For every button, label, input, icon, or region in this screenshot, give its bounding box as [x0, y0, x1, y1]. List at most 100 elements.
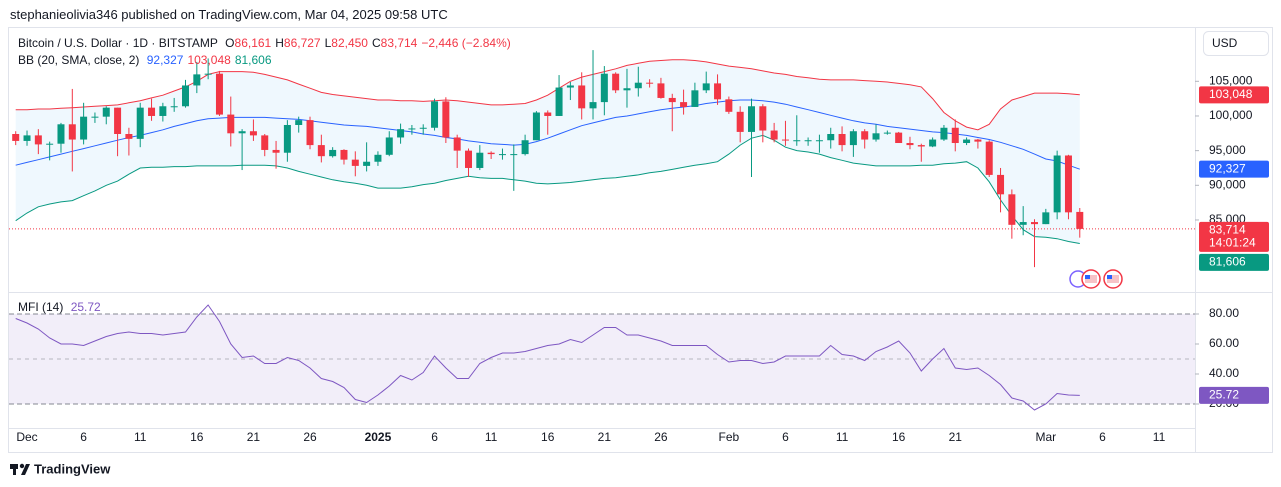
candle-body [589, 102, 597, 109]
candle-body [1019, 222, 1027, 225]
candle-body [917, 145, 925, 147]
currency-label[interactable]: USD [1212, 36, 1238, 50]
bb-value: 92,327 [146, 53, 184, 67]
candle-body [634, 82, 642, 89]
candle-body [566, 85, 574, 88]
ohlc-key: H [275, 36, 284, 50]
candle-body [317, 145, 325, 157]
candle-body [578, 85, 586, 109]
candle-body [329, 149, 337, 157]
candle-body [340, 149, 348, 160]
candle-body [555, 87, 563, 116]
mfi-line [15, 304, 1080, 411]
bb-value: 81,606 [234, 53, 272, 67]
symbol-legend: Bitcoin / U.S. Dollar · 1D · BITSTAMP O8… [18, 35, 515, 51]
candle-body [431, 101, 439, 128]
candle-body [974, 139, 982, 142]
candle-body [1053, 155, 1061, 213]
currency-button[interactable] [1203, 31, 1269, 56]
candle-body [691, 90, 699, 107]
ohlc-value: 82,450 [331, 36, 368, 50]
axis-tag-label: 14:01:24 [1209, 236, 1256, 250]
bb-line [15, 134, 1080, 244]
axis-tag: 25.72 [1199, 386, 1269, 404]
x-tick-label: 11 [134, 430, 147, 444]
candle-body [148, 107, 156, 116]
candle-body [510, 154, 518, 156]
candle-body [102, 107, 110, 117]
candle-body [272, 149, 280, 153]
ohlc-item: C83,714 [372, 36, 417, 50]
x-tick-label: Dec [16, 430, 37, 444]
axis-tag-box [1199, 221, 1269, 252]
candle-body [182, 85, 189, 107]
y-tick-label: 40.00 [1209, 366, 1239, 380]
candle-body [136, 107, 144, 139]
x-tick-label: 16 [892, 430, 906, 444]
brand-name: TradingView [34, 461, 111, 476]
candle-body [680, 102, 688, 107]
candle-body [657, 83, 665, 98]
x-tick-label: 11 [485, 430, 498, 444]
candle-body [623, 88, 631, 91]
candle-body [736, 111, 744, 132]
x-tick-label: 6 [431, 430, 438, 444]
candle-body [453, 137, 461, 151]
x-tick-label: 6 [1099, 430, 1106, 444]
candle-body [374, 154, 382, 162]
y-tick-label: 60.00 [1209, 336, 1239, 350]
price-change: −2,446 (−2.84%) [421, 36, 511, 50]
candle-body [748, 106, 755, 132]
candle-body [465, 150, 472, 168]
candle-body [498, 154, 506, 156]
candle-body [487, 152, 495, 155]
bb-title: BB (20, SMA, close, 2) [18, 53, 140, 67]
candle-body [295, 120, 303, 125]
axes: 85,00090,00095,000100,000105,00020.0040.… [16, 73, 1269, 444]
x-tick-label: 26 [654, 430, 668, 444]
candle-body [997, 174, 1005, 195]
candle-body [261, 135, 269, 150]
candle-body [906, 143, 914, 146]
candle-body [815, 140, 823, 142]
candle-body [408, 128, 416, 130]
candle-body [476, 152, 484, 168]
candle-body [668, 97, 676, 103]
candle-body [215, 73, 223, 115]
x-tick-label: Mar [1035, 430, 1056, 444]
x-tick-label: 21 [949, 430, 963, 444]
ohlc-item: L82,450 [325, 36, 368, 50]
candle-body [1064, 155, 1072, 213]
candle-body [249, 131, 257, 136]
candle-body [702, 83, 710, 91]
candle-body [646, 82, 654, 84]
candle-body [940, 127, 948, 140]
symbol-title: Bitcoin / U.S. Dollar · 1D · BITSTAMP [18, 36, 218, 50]
candle-body [204, 73, 212, 75]
candle-body [34, 135, 42, 145]
x-tick-label: 16 [541, 430, 555, 444]
ohlc-value: 83,714 [380, 36, 418, 50]
candle-body [963, 139, 971, 144]
axis-tag-label: 81,606 [1209, 255, 1246, 269]
ohlc-item: H86,727 [275, 36, 320, 50]
x-tick-label: 6 [80, 430, 87, 444]
candle-body [804, 140, 812, 142]
candle-body [951, 127, 959, 144]
mfi-title: MFI (14) [18, 300, 64, 314]
candle-body [46, 143, 54, 145]
axis-tag-box [1199, 386, 1269, 404]
axis-tag: 92,327 [1199, 160, 1269, 178]
candle-body [521, 140, 529, 155]
ohlc-value: 86,161 [234, 36, 272, 50]
x-tick-label: 21 [247, 430, 261, 444]
candle-body [442, 101, 450, 138]
x-tick-label: 2025 [365, 430, 392, 444]
candle-body [238, 131, 246, 134]
y-tick-label: 105,000 [1209, 73, 1253, 87]
candle-body [793, 140, 801, 142]
bb-value: 103,048 [187, 53, 231, 67]
candle-body [57, 124, 65, 144]
axis-tag-box [1199, 253, 1269, 271]
